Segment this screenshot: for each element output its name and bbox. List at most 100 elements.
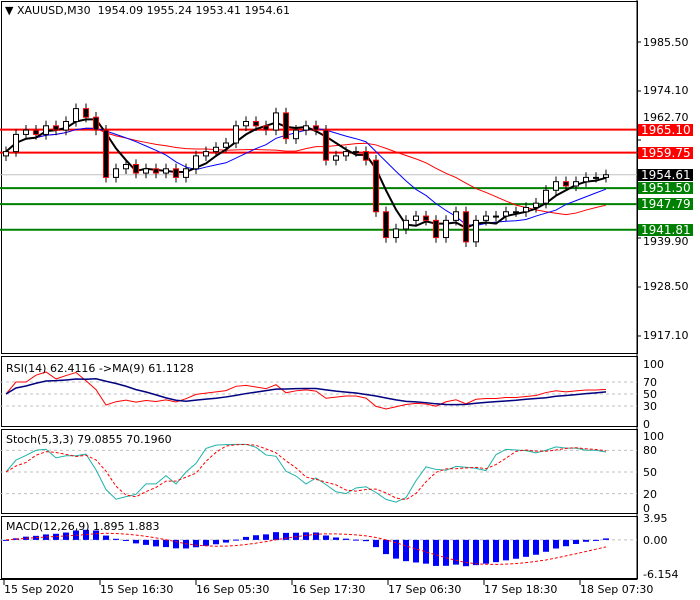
macd-histogram-bar: [3, 539, 9, 541]
macd-histogram-bar: [513, 539, 519, 559]
candle-body: [283, 112, 289, 140]
stoch-tick-label: 80: [643, 444, 657, 458]
candle-body: [473, 219, 479, 243]
candle-body: [143, 168, 149, 174]
ohlc-values: 1954.09 1955.24 1953.41 1954.61: [97, 4, 291, 17]
candle-body: [463, 211, 469, 243]
candle-body: [583, 176, 589, 183]
stoch-title: Stoch(5,3,3) 79.0855 70.1960: [6, 433, 172, 446]
macd-histogram-bar: [203, 539, 209, 546]
time-tick-label: 18 Sep 07:30: [580, 583, 654, 596]
candle-body: [573, 181, 579, 187]
support-price-tag: 1951.50: [638, 182, 693, 195]
candle-body: [603, 174, 609, 178]
macd-histogram-bar: [603, 538, 609, 540]
candle-body: [103, 129, 109, 178]
macd-histogram-bar: [313, 532, 319, 540]
support-price-tag: 1947.79: [638, 198, 693, 211]
macd-signal-line: [5, 532, 607, 565]
candle-body: [513, 211, 519, 214]
macd-histogram-bar: [323, 535, 329, 540]
macd-histogram-bar: [93, 530, 99, 540]
macd-histogram-bar: [173, 539, 179, 549]
collapse-triangle-icon[interactable]: ▼: [5, 4, 14, 17]
candle-body: [423, 215, 429, 221]
macd-histogram-bar: [393, 539, 399, 559]
macd-histogram-bar: [463, 539, 469, 567]
candle-body: [43, 125, 49, 135]
time-tick-label: 16 Sep 17:30: [292, 583, 366, 596]
candle-body: [353, 151, 359, 154]
stoch-tick-label: 0: [643, 502, 650, 515]
macd-histogram-bar: [133, 539, 139, 544]
candle-body: [153, 168, 159, 174]
candle-body: [123, 163, 129, 170]
candle-body: [243, 121, 249, 127]
rsi-title: RSI(14) 62.4116 ->MA(9) 61.1128: [6, 362, 194, 375]
candle-body: [503, 211, 509, 217]
rsi-tick-label: 50: [643, 388, 657, 401]
macd-histogram-bar: [553, 539, 559, 549]
candle-body: [3, 151, 9, 157]
macd-histogram-bar: [413, 539, 419, 563]
candle-body: [13, 133, 19, 153]
ma-slow-line: [5, 127, 607, 216]
candle-body: [203, 151, 209, 157]
candle-body: [403, 219, 409, 230]
price-tick-label: 1939.90: [643, 235, 689, 249]
candle-body: [323, 129, 329, 161]
macd-histogram-bar: [443, 539, 449, 566]
macd-histogram-bar: [273, 532, 279, 540]
time-tick-label: 16 Sep 05:30: [196, 583, 270, 596]
macd-histogram-bar: [483, 539, 489, 564]
price-tick-label: 1917.10: [643, 329, 689, 343]
macd-histogram-bar: [163, 539, 169, 548]
resistance-price-tag: 1959.75: [638, 146, 693, 159]
price-tick-label: 1985.50: [643, 35, 689, 49]
candle-body: [173, 168, 179, 178]
candle-body: [93, 116, 99, 131]
macd-histogram-bar: [583, 539, 589, 542]
candle-body: [233, 125, 239, 144]
candle-body: [213, 146, 219, 153]
candle-body: [443, 219, 449, 239]
stoch-tick-label: 20: [643, 487, 657, 501]
candle-body: [493, 215, 499, 218]
price-tick-label: 1928.50: [643, 280, 689, 294]
candle-body: [273, 112, 279, 131]
macd-histogram-bar: [403, 539, 409, 562]
candle-body: [83, 108, 89, 118]
macd-histogram-bar: [543, 539, 549, 552]
macd-histogram-bar: [333, 537, 339, 540]
time-tick-label: 17 Sep 06:30: [388, 583, 462, 596]
macd-histogram-bar: [213, 539, 219, 545]
macd-tick-label: 3.95: [643, 512, 668, 525]
stoch-tick-label: 50: [643, 466, 657, 479]
macd-histogram-bar: [533, 539, 539, 555]
candle-body: [293, 129, 299, 140]
candle-body: [563, 181, 569, 187]
candle-body: [433, 219, 439, 239]
candle-body: [73, 108, 79, 123]
candle-body: [373, 159, 379, 213]
macd-histogram-bar: [523, 539, 529, 557]
candle-body: [183, 168, 189, 178]
candle-body: [453, 211, 459, 221]
candle-body: [113, 168, 119, 178]
candle-body: [393, 228, 399, 239]
macd-histogram-bar: [373, 539, 379, 548]
macd-histogram-bar: [573, 539, 579, 544]
candle-body: [593, 176, 599, 179]
candle-body: [533, 202, 539, 208]
chart-header[interactable]: ▼ XAUUSD,M30 1954.09 1955.24 1953.41 195…: [5, 4, 290, 17]
candle-body: [223, 142, 229, 148]
candle-body: [313, 125, 319, 131]
macd-histogram-bar: [263, 534, 269, 540]
current-price-tag: 1954.61: [638, 168, 693, 181]
candle-body: [483, 215, 489, 221]
rsi-ma-line: [5, 377, 607, 406]
stoch-signal-line: [5, 443, 607, 501]
price-tick-label: 1974.10: [643, 84, 689, 98]
candle-body: [33, 129, 39, 135]
